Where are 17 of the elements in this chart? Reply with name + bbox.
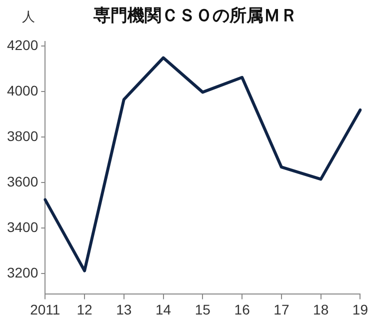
y-axis-title: 人 [22,9,35,26]
x-tick-label: 18 [313,301,329,318]
y-tick-label: 3600 [6,173,38,190]
y-tick-label: 3800 [6,128,38,144]
y-tick-label: 4200 [6,36,38,53]
x-tick-label: 17 [274,301,290,318]
y-tick-label: 4000 [6,82,38,98]
y-tick-label: 3200 [6,264,38,281]
x-tick-label: 12 [76,301,93,318]
y-tick-label: 3400 [6,219,38,236]
x-tick-label: 19 [352,301,368,318]
chart-title: 専門機関ＣＳＯの所属ＭＲ [94,6,298,26]
x-tick-label: 2011 [30,301,60,318]
x-tick-label: 15 [194,301,211,318]
x-tick-label: 14 [156,301,172,318]
x-tick-label: 16 [234,301,250,318]
x-tick-label: 13 [116,301,132,318]
